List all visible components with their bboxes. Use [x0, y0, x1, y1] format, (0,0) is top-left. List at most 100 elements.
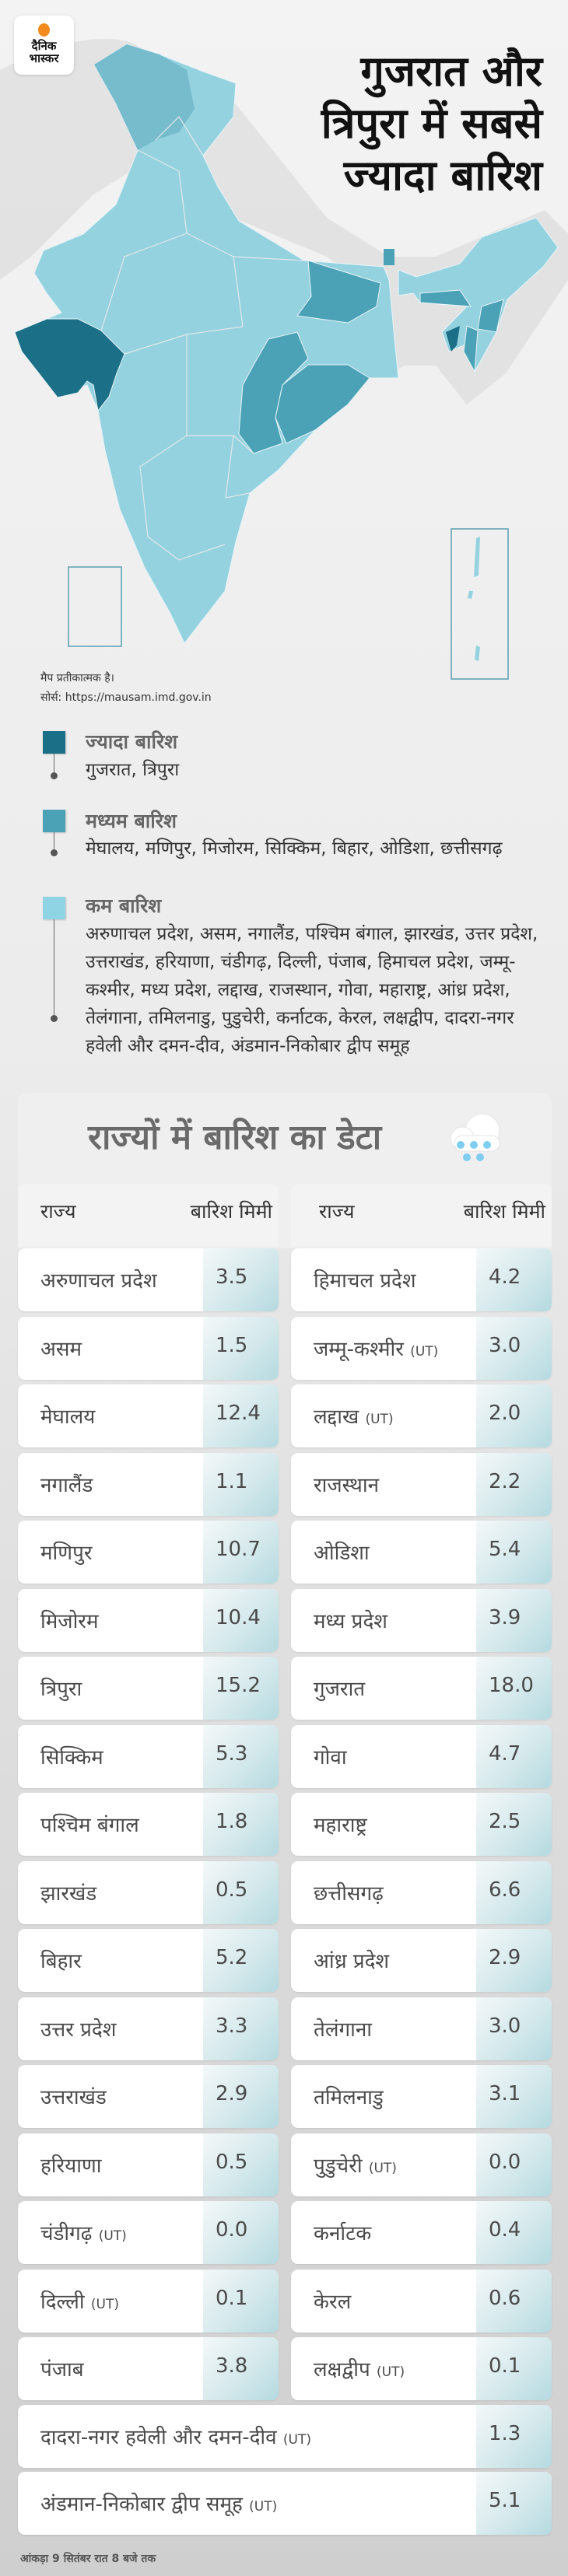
rain-value: 15.2 [216, 1674, 261, 1697]
rain-value-cell: 3.3 [203, 1997, 279, 2060]
rain-value-cell: 0.1 [203, 2269, 279, 2333]
state-name: राजस्थान [314, 1470, 379, 1498]
table-row: हिमाचल प्रदेश 4.2 [291, 1248, 552, 1311]
rain-value-cell: 5.1 [476, 2472, 552, 2535]
title-line-1: गुजरात और [360, 47, 542, 96]
rain-value-cell: 15.2 [203, 1657, 279, 1720]
legend-dot [51, 849, 58, 856]
state-name: जम्मू-कश्मीर (UT) [314, 1334, 438, 1362]
rain-value: 3.0 [489, 1333, 521, 1357]
india-rainfall-map [0, 39, 568, 680]
rain-value: 2.9 [216, 2082, 248, 2105]
legend-heading-medium: मध्यम बारिश [86, 810, 177, 832]
rain-value-cell: 3.9 [476, 1588, 552, 1652]
state-borders [100, 116, 305, 561]
rain-value-cell: 3.0 [476, 1997, 552, 2060]
region-mizoram [463, 325, 479, 373]
state-name: छत्तीसगढ़ [314, 1878, 384, 1906]
region-bihar [296, 260, 381, 324]
legend-swatch-medium [43, 810, 65, 832]
india-mainland [14, 44, 399, 644]
state-name: झारखंड [40, 1878, 96, 1906]
state-name: मेघालय [40, 1402, 95, 1430]
ut-badge: (UT) [98, 2228, 127, 2244]
state-name-text: पश्चिम बंगाल [40, 1814, 139, 1837]
table-row: ओडिशा 5.4 [291, 1521, 552, 1584]
rain-value-cell: 2.9 [476, 1929, 552, 1992]
state-name-text: छत्तीसगढ़ [314, 1881, 384, 1906]
rain-value: 3.9 [489, 1605, 521, 1629]
table-row: महाराष्ट्र 2.5 [291, 1793, 552, 1856]
legend-states-low: अरुणाचल प्रदेश, असम, नगालैंड, पश्चिम बंग… [86, 924, 538, 1056]
table-row: तेलंगाना 3.0 [291, 1997, 552, 2060]
logo-text-line1: दैनिक [31, 39, 57, 53]
region-odisha [275, 364, 370, 444]
map-source: सोर्स: https://mausam.imd.gov.in [40, 691, 212, 704]
table-row: लक्षद्वीप (UT) 0.1 [291, 2337, 552, 2400]
state-name: उत्तराखंड [40, 2082, 107, 2110]
table-row: नगालैंड 1.1 [18, 1452, 279, 1516]
rain-value-cell: 2.5 [476, 1793, 552, 1856]
table-row: अंडमान-निकोबार द्वीप समूह (UT) 5.1 [18, 2472, 552, 2535]
state-name-text: ओडिशा [314, 1542, 370, 1565]
table-row: दादरा-नगर हवेली और दमन-दीव (UT) 1.3 [18, 2405, 552, 2468]
rain-value-cell: 10.7 [203, 1521, 279, 1584]
rain-value: 0.5 [216, 2150, 248, 2174]
data-timestamp-note: आंकड़ा 9 सितंबर रात 8 बजे तक [20, 2553, 156, 2565]
andaman-inset [451, 528, 509, 680]
state-name-text: असम [40, 1337, 82, 1361]
state-name-text: मध्य प्रदेश [314, 1609, 387, 1633]
region-sikkim [384, 249, 394, 265]
legend-states-medium: मेघालय, मणिपुर, मिजोरम, सिक्किम, बिहार, … [86, 838, 503, 859]
rain-value-cell: 2.0 [476, 1384, 552, 1447]
state-name: सिक्किम [40, 1742, 103, 1770]
rain-value: 5.2 [216, 1946, 248, 1969]
region-jammu-kashmir [94, 44, 195, 150]
state-name: गुजरात [314, 1674, 365, 1702]
state-name: गोवा [314, 1742, 347, 1770]
rain-value: 2.0 [489, 1402, 521, 1425]
logo-text-line2: भास्कर [29, 51, 59, 65]
rain-value-cell: 2.2 [476, 1452, 552, 1516]
region-meghalaya [419, 289, 472, 307]
legend-heading-low: कम बारिश [86, 894, 162, 917]
state-name-text: दादरा-नगर हवेली और दमन-दीव [40, 2426, 277, 2449]
state-name: महाराष्ट्र [314, 1810, 367, 1838]
rain-value: 5.3 [216, 1741, 248, 1766]
legend-dot [51, 1015, 58, 1022]
state-name: हरियाणा [40, 2151, 102, 2179]
state-name: आंध्र प्रदेश [314, 1946, 389, 1974]
rain-value: 3.1 [489, 2082, 521, 2105]
rain-value-cell: 3.5 [203, 1248, 279, 1311]
table-row: जम्मू-कश्मीर (UT) 3.0 [291, 1316, 552, 1380]
table-row: पंजाब 3.8 [18, 2337, 279, 2400]
state-name: पुडुचेरी (UT) [314, 2151, 397, 2179]
table-row: मध्य प्रदेश 3.9 [291, 1588, 552, 1652]
rain-value: 2.5 [489, 1810, 521, 1833]
state-name-text: कर्नाटक [314, 2222, 372, 2245]
rain-value: 0.4 [489, 2218, 521, 2242]
dainik-bhaskar-logo: दैनिक भास्कर [14, 16, 74, 75]
column-header-state: राज्य [319, 1200, 355, 1223]
rain-value-cell: 18.0 [476, 1657, 552, 1720]
state-name-text: गोवा [314, 1745, 347, 1769]
rain-value-cell: 0.1 [476, 2337, 552, 2400]
state-name: असम [40, 1334, 82, 1362]
state-name-text: आंध्र प्रदेश [314, 1950, 390, 1973]
rain-value-cell: 4.2 [476, 1248, 552, 1311]
region-gujarat [14, 318, 125, 412]
state-name: अरुणाचल प्रदेश [40, 1265, 157, 1293]
table-row: हरियाणा 0.5 [18, 2133, 279, 2196]
table-row: राजस्थान 2.2 [291, 1452, 552, 1516]
ut-badge: (UT) [410, 1343, 439, 1360]
table-row: झारखंड 0.5 [18, 1860, 279, 1924]
title-line-2: त्रिपुरा में सबसे [321, 99, 542, 148]
state-name-text: गुजरात [314, 1678, 366, 1701]
rain-value: 10.4 [216, 1605, 261, 1629]
table-row: उत्तर प्रदेश 3.3 [18, 1997, 279, 2060]
state-name: ओडिशा [314, 1538, 370, 1566]
rain-value-cell: 10.4 [203, 1588, 279, 1652]
state-name-text: सिक्किम [40, 1745, 103, 1769]
state-name: कर्नाटक [314, 2218, 371, 2246]
state-name-text: राजस्थान [314, 1473, 380, 1497]
